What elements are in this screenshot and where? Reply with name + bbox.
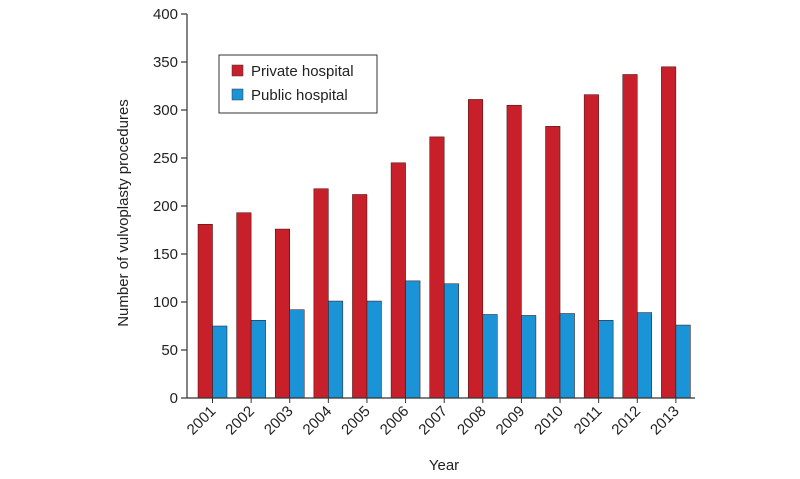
bar-public-2012 [637, 312, 653, 399]
legend-swatch [231, 64, 244, 77]
bar-private-2010 [545, 126, 561, 399]
x-tick-label: 2002 [222, 403, 258, 439]
bar-public-2001 [212, 325, 228, 399]
legend-box [218, 54, 378, 114]
y-tick-label: 100 [153, 294, 178, 311]
x-tick-label: 2003 [261, 403, 297, 439]
bar-private-2004 [313, 188, 329, 399]
y-tick-label: 350 [153, 54, 178, 71]
bar-private-2001 [197, 223, 213, 399]
bar-public-2007 [443, 283, 459, 399]
bars-group [197, 66, 691, 399]
x-axis-title: Year [429, 457, 459, 474]
x-tick-label: 2013 [647, 403, 683, 439]
bar-public-2010 [559, 313, 575, 399]
y-axis-title: Number of vulvoplasty procedures [115, 99, 132, 327]
bar-private-2012 [622, 74, 638, 399]
x-tick-label: 2010 [531, 403, 567, 439]
x-tick-label: 2012 [608, 403, 644, 439]
bar-private-2011 [583, 94, 599, 399]
bar-private-2003 [274, 228, 290, 399]
bar-public-2004 [328, 300, 344, 399]
bar-private-2013 [661, 66, 677, 399]
legend-swatch [231, 88, 244, 101]
x-tick-label: 2006 [377, 403, 413, 439]
y-tick-label: 300 [153, 102, 178, 119]
bar-private-2002 [236, 212, 252, 399]
x-tick-label: 2011 [571, 403, 606, 438]
x-ticks: 2001 2002 2003 2004 2005 2006 2007 2008 2009 2010… [184, 398, 683, 438]
x-tick-label: 2004 [300, 403, 336, 439]
legend-label: Private hospital [251, 63, 354, 80]
bar-private-2007 [429, 136, 445, 399]
x-tick-label: 2009 [493, 403, 529, 439]
bar-public-2005 [366, 300, 382, 399]
bar-public-2003 [289, 309, 305, 399]
legend-label: Public hospital [251, 87, 348, 104]
legend: Private hospital Public hospital [218, 54, 378, 114]
y-ticks: 0 50 100 150 200 250 300 350 400 [153, 6, 187, 407]
bar-private-2009 [506, 104, 522, 399]
bar-public-2002 [250, 319, 266, 399]
bar-private-2005 [352, 194, 368, 399]
y-tick-label: 50 [161, 342, 178, 359]
x-tick-label: 2005 [338, 403, 374, 439]
bar-public-2013 [675, 324, 691, 399]
y-tick-label: 400 [153, 6, 178, 23]
bar-private-2008 [468, 99, 484, 399]
x-tick-label: 2007 [415, 403, 451, 439]
bar-private-2006 [390, 162, 406, 399]
bar-public-2008 [482, 314, 498, 399]
bar-public-2011 [598, 319, 614, 399]
x-tick-label: 2008 [454, 403, 490, 439]
y-tick-label: 250 [153, 150, 178, 167]
y-tick-label: 0 [170, 390, 178, 407]
y-tick-label: 200 [153, 198, 178, 215]
bar-public-2006 [405, 280, 421, 399]
x-tick-label: 2001 [184, 403, 220, 439]
bar-public-2009 [521, 315, 537, 399]
y-tick-label: 150 [153, 246, 178, 263]
